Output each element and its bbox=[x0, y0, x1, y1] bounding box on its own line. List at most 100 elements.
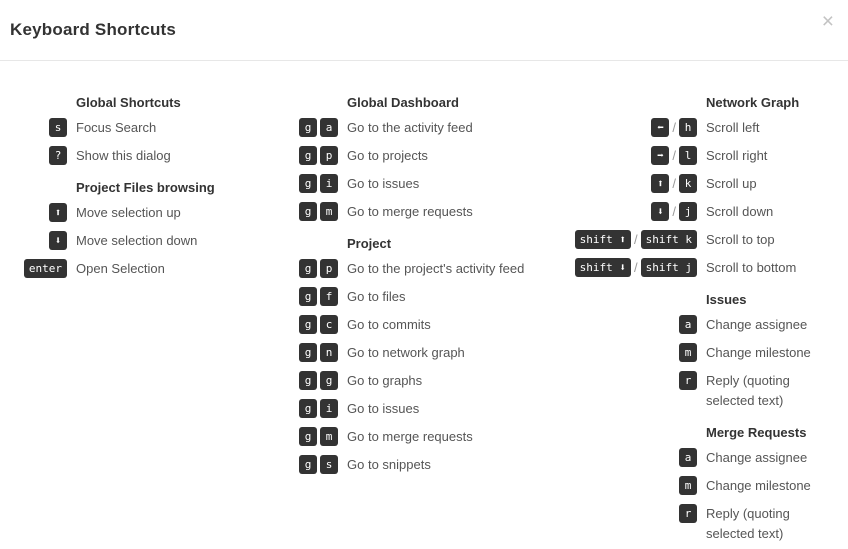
shortcut-description: Focus Search bbox=[76, 120, 157, 135]
keycap-g: g bbox=[299, 315, 317, 334]
shortcut-row: g n Go to network graph bbox=[283, 343, 566, 363]
shortcut-description: Change milestone bbox=[706, 478, 811, 493]
shortcut-row: g p Go to the project's activity feed bbox=[283, 259, 566, 279]
section-title: Project Files browsing bbox=[76, 180, 215, 195]
keycap-m: m bbox=[320, 427, 338, 446]
shortcut-description: Go to graphs bbox=[347, 373, 423, 388]
shortcut-row: ⬇ / j Scroll down bbox=[566, 202, 848, 222]
shortcut-description: Go to files bbox=[347, 289, 406, 304]
keycap-g: g bbox=[299, 202, 317, 221]
shortcut-description: Scroll to top bbox=[706, 232, 775, 247]
keycap-l: l bbox=[679, 146, 697, 165]
shortcut-description: Change milestone bbox=[706, 345, 811, 360]
keycap-g: g bbox=[299, 118, 317, 137]
shortcuts-body: Global Shortcuts s Focus Search? Show this … bbox=[0, 61, 848, 549]
shortcut-section: Network Graph ⬅ / h Scroll left ➡ / l Scroll rig… bbox=[566, 95, 848, 278]
shortcut-description: Move selection down bbox=[76, 233, 198, 248]
shortcut-description: Move selection up bbox=[76, 205, 181, 220]
shortcut-row: m Change milestone bbox=[566, 343, 848, 363]
section-title: Network Graph bbox=[706, 95, 800, 110]
shortcut-row: r Reply (quoting selected text) bbox=[566, 504, 848, 544]
keycap-g: g bbox=[299, 343, 317, 362]
keycap-a: a bbox=[679, 315, 697, 334]
keycap-f: f bbox=[320, 287, 338, 306]
keycap-m: m bbox=[679, 476, 697, 495]
shortcut-row: g p Go to projects bbox=[283, 146, 566, 166]
keycap-question: ? bbox=[49, 146, 67, 165]
keycap-shift-arrow-up: shift ⬆ bbox=[574, 230, 632, 249]
keycap-p: p bbox=[320, 146, 338, 165]
keycap-group: ⬇ bbox=[0, 231, 67, 250]
keycap-group: enter bbox=[0, 259, 67, 278]
section-title: Merge Requests bbox=[706, 425, 807, 440]
keycap-r: r bbox=[679, 371, 697, 390]
keycap-arrow-right: ➡ bbox=[651, 146, 670, 165]
shortcut-row: r Reply (quoting selected text) bbox=[566, 371, 848, 411]
section-title: Global Shortcuts bbox=[76, 95, 181, 110]
shortcut-row: g f Go to files bbox=[283, 287, 566, 307]
shortcut-description: Open Selection bbox=[76, 261, 165, 276]
keycap-group: ⬆ / k bbox=[566, 174, 697, 193]
shortcut-row: m Change milestone bbox=[566, 476, 848, 496]
shortcut-description: Go to issues bbox=[347, 401, 420, 416]
keycap-s: s bbox=[320, 455, 338, 474]
shortcut-description: Change assignee bbox=[706, 450, 808, 465]
shortcut-row: ➡ / l Scroll right bbox=[566, 146, 848, 166]
shortcut-description: Scroll up bbox=[706, 176, 757, 191]
shortcut-description: Go to commits bbox=[347, 317, 431, 332]
keycap-m: m bbox=[679, 343, 697, 362]
keycap-enter: enter bbox=[23, 259, 67, 278]
keycap-g: g bbox=[320, 371, 338, 390]
keycap-arrow-left: ⬅ bbox=[651, 118, 670, 137]
keycap-group: m bbox=[566, 476, 697, 495]
shortcut-description: Go to projects bbox=[347, 148, 428, 163]
keycap-group: a bbox=[566, 315, 697, 334]
shortcut-row: g a Go to the activity feed bbox=[283, 118, 566, 138]
keycap-group: shift ⬆ / shift k bbox=[566, 230, 697, 249]
shortcut-description: Change assignee bbox=[706, 317, 808, 332]
page-title: Keyboard Shortcuts bbox=[10, 20, 177, 39]
keycap-group: ⬇ / j bbox=[566, 202, 697, 221]
shortcut-row: a Change assignee bbox=[566, 448, 848, 468]
shortcut-row: ⬇ Move selection down bbox=[0, 231, 283, 251]
keycap-arrow-down: ⬇ bbox=[651, 202, 670, 221]
shortcut-description: Go to the activity feed bbox=[347, 120, 473, 135]
keycap-group: s bbox=[0, 118, 67, 137]
shortcut-row: g g Go to graphs bbox=[283, 371, 566, 391]
keycap-group: ⬆ bbox=[0, 203, 67, 222]
shortcut-description: Reply (quoting selected text) bbox=[706, 506, 790, 541]
keycap-r: r bbox=[679, 504, 697, 523]
key-separator: / bbox=[672, 176, 676, 191]
keycap-p: p bbox=[320, 259, 338, 278]
shortcut-section: Issues a Change assignee m Change milestone r… bbox=[566, 292, 848, 411]
key-separator: / bbox=[672, 204, 676, 219]
keycap-j: j bbox=[679, 202, 697, 221]
keycap-g: g bbox=[299, 259, 317, 278]
close-icon[interactable]: × bbox=[821, 10, 834, 33]
shortcut-row: a Change assignee bbox=[566, 315, 848, 335]
keycap-a: a bbox=[320, 118, 338, 137]
shortcut-row: g i Go to issues bbox=[283, 399, 566, 419]
keycap-i: i bbox=[320, 399, 338, 418]
keycap-g: g bbox=[299, 287, 317, 306]
keycap-group: a bbox=[566, 448, 697, 467]
shortcut-description: Scroll to bottom bbox=[706, 260, 797, 275]
keycap-group: ⬅ / h bbox=[566, 118, 697, 137]
shortcut-row: g m Go to merge requests bbox=[283, 427, 566, 447]
shortcut-section: Merge Requests a Change assignee m Change mi… bbox=[566, 425, 848, 544]
shortcut-row: g i Go to issues bbox=[283, 174, 566, 194]
keycap-g: g bbox=[299, 455, 317, 474]
shortcuts-column-left: Global Shortcuts s Focus Search? Show this … bbox=[0, 81, 283, 549]
section-title: Global Dashboard bbox=[347, 95, 459, 110]
keycap-a: a bbox=[679, 448, 697, 467]
shortcut-description: Go to merge requests bbox=[347, 429, 473, 444]
